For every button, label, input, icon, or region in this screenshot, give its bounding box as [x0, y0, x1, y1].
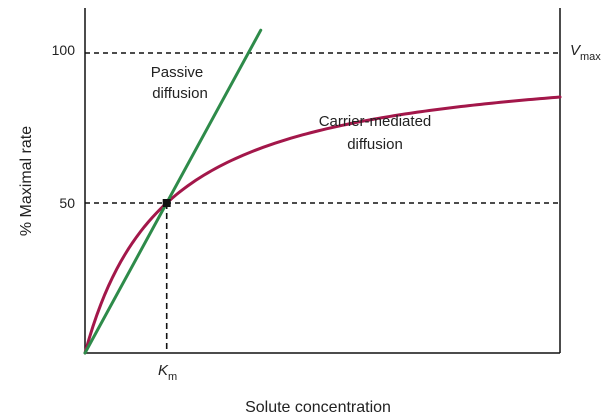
vmax-label-sub: max — [580, 51, 601, 63]
carrier-mediated-label-line2: diffusion — [347, 136, 403, 153]
vmax-label-main: V — [570, 42, 582, 59]
x-axis-title: Solute concentration — [245, 399, 391, 416]
passive-diffusion-label-line1: Passive — [151, 64, 204, 81]
reference-lines — [85, 52, 560, 353]
passive-diffusion-label-line2: diffusion — [152, 85, 208, 102]
km-intersection-marker — [162, 199, 171, 207]
carrier-mediated-label-line1: Carrier-mediated — [319, 113, 432, 130]
km-label-main: K — [158, 362, 169, 379]
y-tick-label-100: 100 — [52, 42, 76, 58]
vmax-label: Vmax — [570, 42, 601, 63]
passive-diffusion-line — [83, 28, 263, 355]
y-axis-title: % Maximal rate — [18, 126, 35, 236]
km-label: Km — [158, 362, 177, 383]
axes — [84, 8, 561, 354]
km-label-sub: m — [168, 371, 177, 383]
y-tick-label-50: 50 — [59, 195, 75, 211]
